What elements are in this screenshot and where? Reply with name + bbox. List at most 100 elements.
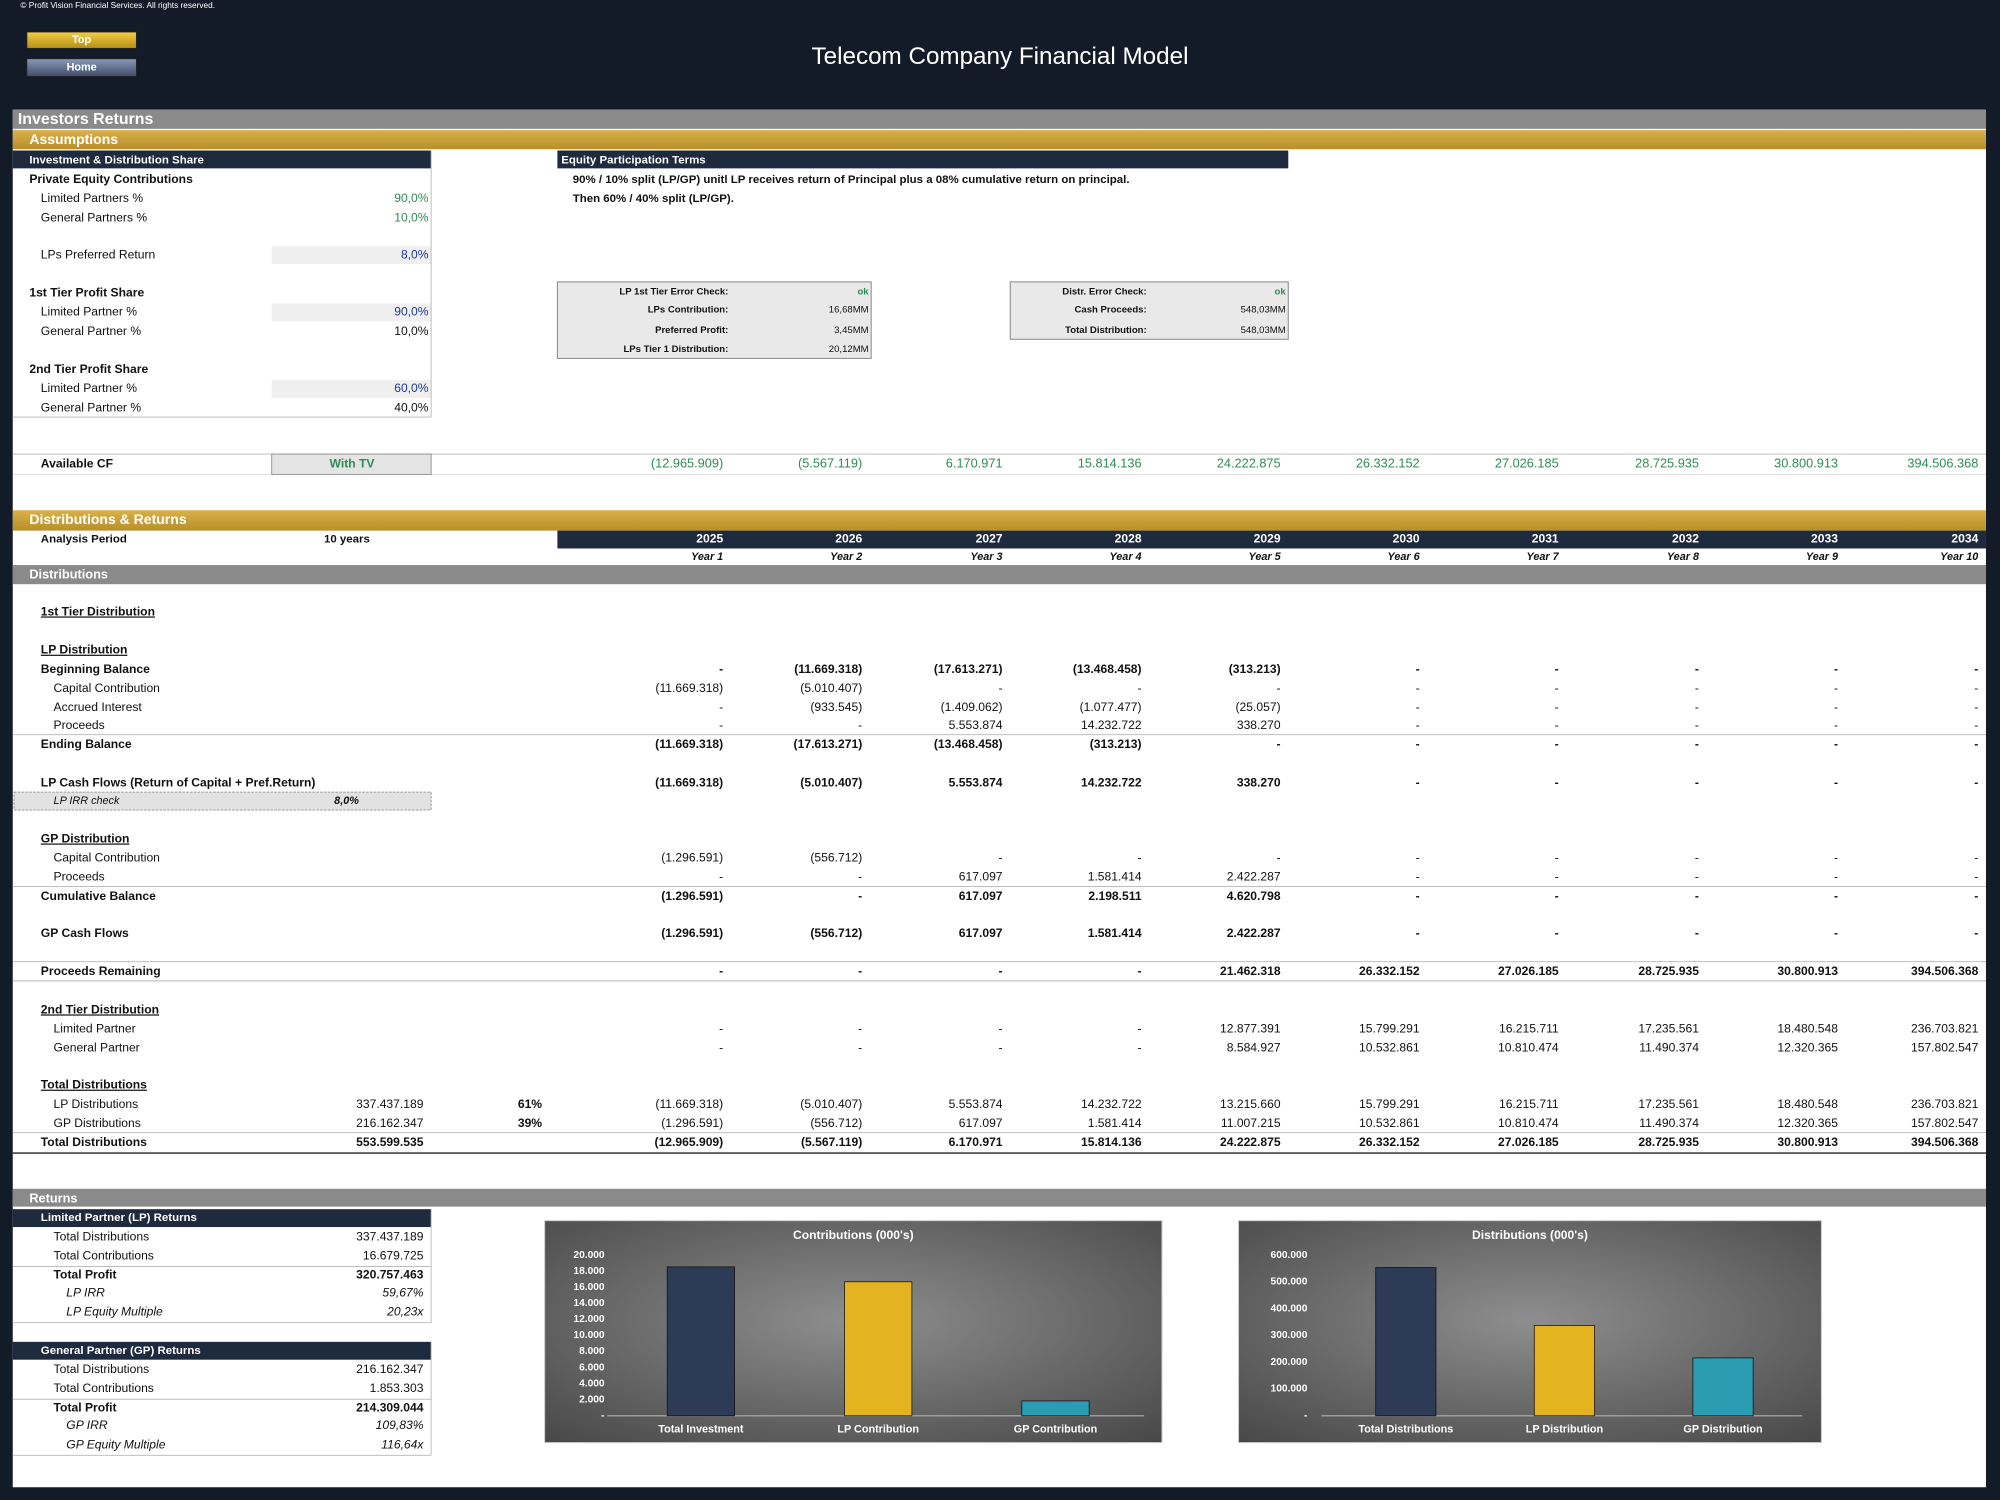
period-label: Year 10 xyxy=(1940,551,1978,563)
row-value: 28.725.935 xyxy=(1638,1135,1699,1149)
row-label: Analysis Period xyxy=(41,534,127,546)
row-heading: LP Distribution xyxy=(41,643,128,657)
x-tick-label: GP Contribution xyxy=(1014,1424,1097,1436)
section-bar xyxy=(12,565,1986,585)
row-value: (313.213) xyxy=(1229,662,1281,676)
row-value: 11.490.374 xyxy=(1639,1116,1699,1130)
row-value: 60,0% xyxy=(394,381,429,395)
row-value: 15.799.291 xyxy=(1359,1097,1420,1111)
row-value: 320.757.463 xyxy=(356,1268,424,1282)
row-value: - xyxy=(719,1022,723,1036)
period-label: Year 5 xyxy=(1249,551,1282,563)
row-value: 17.235.561 xyxy=(1638,1097,1699,1111)
row-value: - xyxy=(1974,926,1978,940)
row-label: LPs Preferred Return xyxy=(41,247,155,261)
row-value: - xyxy=(999,964,1003,978)
home-button[interactable] xyxy=(26,58,137,78)
y-tick-label: 14.000 xyxy=(573,1298,604,1309)
section-title: Distributions & Returns xyxy=(29,511,186,527)
year-label: 2033 xyxy=(1811,532,1838,546)
check-value: ok xyxy=(1275,287,1287,298)
row-value: - xyxy=(1555,700,1559,714)
x-tick-label: Total Distributions xyxy=(1358,1424,1453,1436)
row-value: - xyxy=(1555,851,1559,865)
copyright: © Profit Vision Financial Services. All … xyxy=(20,0,215,10)
section-bar xyxy=(12,1188,1986,1207)
row-label: General Partner % xyxy=(41,324,142,338)
row-value: 59,67% xyxy=(382,1286,423,1300)
row-value: 27.026.185 xyxy=(1498,964,1559,978)
top-button[interactable] xyxy=(26,31,137,49)
section-bar xyxy=(12,109,1986,129)
cf-value: 6.170.971 xyxy=(946,456,1003,471)
row-value: - xyxy=(1416,718,1420,732)
row-value: (556.712) xyxy=(810,926,862,940)
year-label: 2034 xyxy=(1951,532,1978,546)
row-value: 30.800.913 xyxy=(1777,964,1838,978)
row-value: 1.581.414 xyxy=(1088,1116,1142,1130)
y-tick-label: 100.000 xyxy=(1271,1384,1308,1395)
row-value: (5.010.407) xyxy=(800,775,862,789)
table-header-text: Equity Participation Terms xyxy=(561,155,705,167)
button-label[interactable]: Home xyxy=(67,61,97,73)
row-label: Limited Partners % xyxy=(41,191,144,205)
row-label: LP Distributions xyxy=(54,1097,139,1111)
row-heading: 2nd Tier Distribution xyxy=(41,1002,159,1016)
row-value: 24.222.875 xyxy=(1220,1135,1281,1149)
input-cell xyxy=(271,246,432,265)
check-value: ok xyxy=(857,287,869,298)
cf-value: 27.026.185 xyxy=(1495,456,1559,471)
row-value: 27.026.185 xyxy=(1498,1135,1559,1149)
row-label: Limited Partner % xyxy=(41,381,137,395)
check-value: 548,03MM xyxy=(1241,304,1286,315)
row-value: (1.296.591) xyxy=(661,851,723,865)
button-label[interactable]: Top xyxy=(72,34,91,46)
row-value: - xyxy=(1416,662,1420,676)
y-tick-label: 4.000 xyxy=(579,1378,605,1389)
cf-value: 394.506.368 xyxy=(1907,456,1978,471)
row-value: - xyxy=(1974,851,1978,865)
row-value: (1.296.591) xyxy=(661,926,723,940)
row-total: 337.437.189 xyxy=(356,1097,424,1111)
row-value: 394.506.368 xyxy=(1911,964,1979,978)
row-label: Capital Contribution xyxy=(54,681,160,695)
row-value: 40,0% xyxy=(394,400,429,414)
row-value: 14.232.722 xyxy=(1081,1097,1142,1111)
row-value: - xyxy=(1416,870,1420,884)
row-value: - xyxy=(1138,1022,1142,1036)
row-value: (1.409.062) xyxy=(941,700,1003,714)
option-value: With TV xyxy=(330,456,375,470)
sheet-title: Investors Returns xyxy=(18,111,154,128)
row-value: - xyxy=(1695,870,1699,884)
row-value: - xyxy=(719,964,723,978)
row-label: Total Distributions xyxy=(41,1135,147,1149)
row-value: - xyxy=(1834,662,1838,676)
row-value: (11.669.318) xyxy=(655,1097,723,1111)
section-title: Returns xyxy=(29,1190,77,1205)
row-label: Accrued Interest xyxy=(54,700,143,714)
row-value: - xyxy=(1555,681,1559,695)
row-value: - xyxy=(1695,775,1699,789)
row-value: - xyxy=(1974,870,1978,884)
terms-line: 90% / 10% split (LP/GP) unitl LP receive… xyxy=(573,174,1130,186)
year-label: 2032 xyxy=(1672,532,1699,546)
y-tick-label: 2.000 xyxy=(579,1394,605,1405)
row-value: (313.213) xyxy=(1090,737,1142,751)
y-tick-label: 500.000 xyxy=(1271,1277,1308,1288)
y-tick-label: 16.000 xyxy=(573,1282,604,1293)
row-share: 61% xyxy=(518,1097,542,1111)
row-value: - xyxy=(1834,737,1838,751)
row-value: 30.800.913 xyxy=(1777,1135,1838,1149)
row-label: Beginning Balance xyxy=(41,662,150,676)
year-label: 2031 xyxy=(1532,532,1559,546)
row-value: 10 years xyxy=(324,534,370,546)
row-value: - xyxy=(1555,926,1559,940)
row-value: 16.215.711 xyxy=(1499,1022,1559,1036)
row-value: 26.332.152 xyxy=(1359,964,1420,978)
row-value: - xyxy=(1834,926,1838,940)
row-value: 14.232.722 xyxy=(1081,775,1142,789)
row-value: (5.567.119) xyxy=(801,1135,862,1149)
row-value: 16.679.725 xyxy=(363,1249,424,1263)
row-value: 157.802.547 xyxy=(1911,1116,1979,1130)
